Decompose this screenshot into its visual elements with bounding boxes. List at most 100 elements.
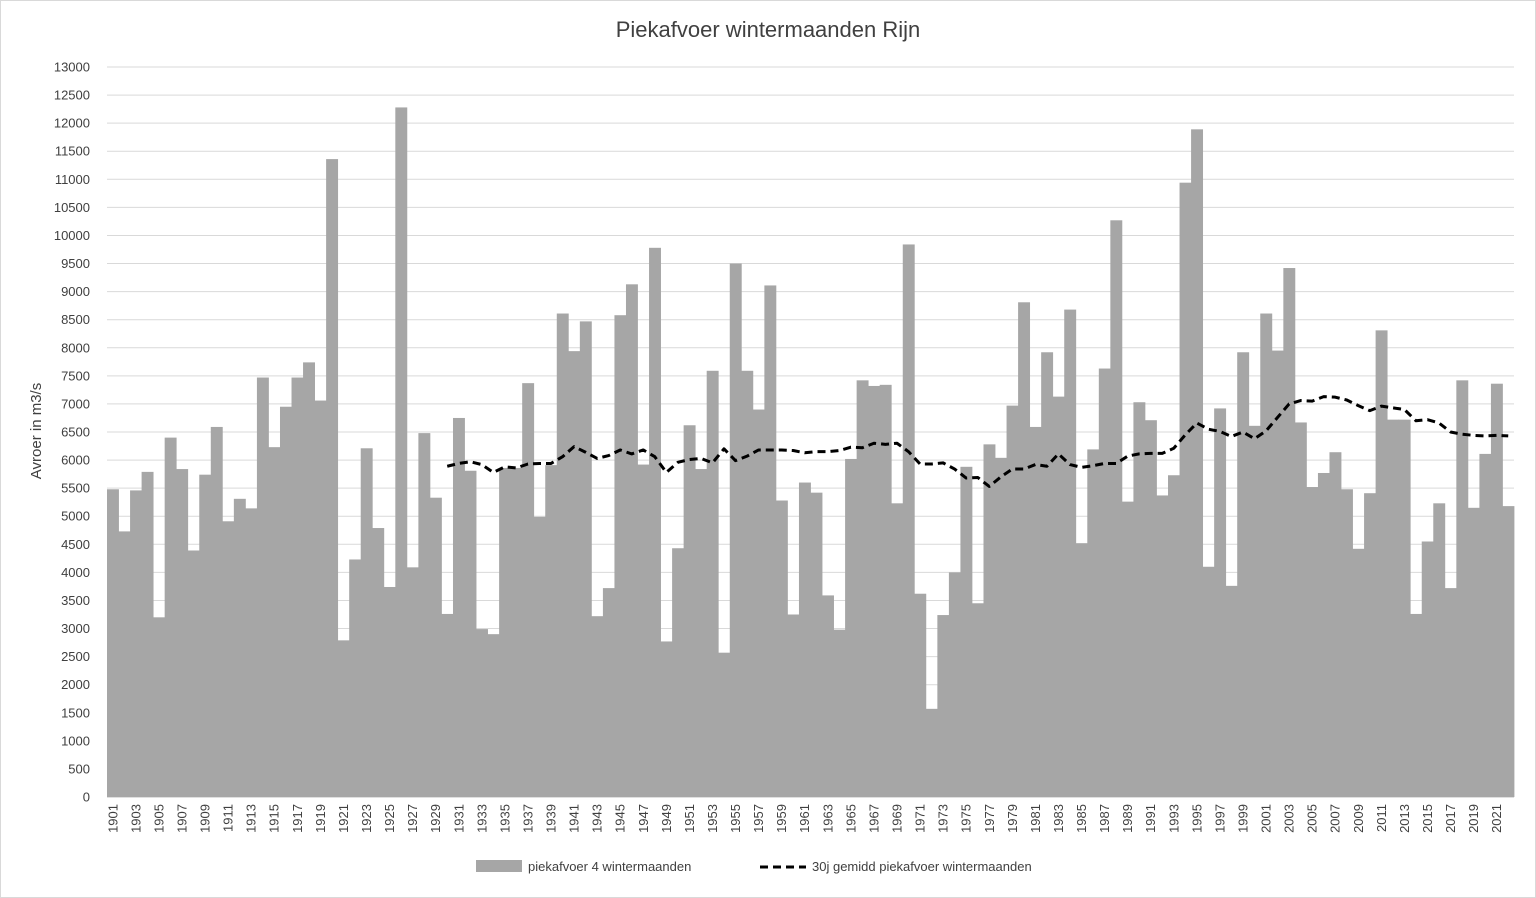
bar xyxy=(775,500,788,797)
x-tick-label: 1903 xyxy=(128,804,143,833)
x-tick-label: 1935 xyxy=(497,804,512,833)
bar xyxy=(1087,449,1100,797)
bar xyxy=(798,482,811,797)
bar xyxy=(1502,506,1515,797)
x-tick-label: 1995 xyxy=(1189,804,1204,833)
x-tick-label: 1993 xyxy=(1166,804,1181,833)
bar xyxy=(545,465,558,797)
x-tick-label: 2007 xyxy=(1328,804,1343,833)
bar xyxy=(948,572,961,797)
y-tick-label: 4500 xyxy=(61,537,90,552)
x-tick-label: 1905 xyxy=(151,804,166,833)
x-tick-label: 1999 xyxy=(1235,804,1250,833)
y-tick-label: 3500 xyxy=(61,593,90,608)
bar xyxy=(1237,352,1250,797)
bar xyxy=(1179,182,1192,797)
bar xyxy=(1490,383,1503,797)
x-tick-label: 1975 xyxy=(959,804,974,833)
x-tick-label: 2009 xyxy=(1351,804,1366,833)
bar xyxy=(279,406,292,797)
y-tick-label: 1000 xyxy=(61,733,90,748)
bar xyxy=(314,400,327,797)
bar xyxy=(187,550,200,797)
bar xyxy=(107,489,119,797)
bar xyxy=(1018,302,1031,797)
bar xyxy=(787,614,800,797)
bar xyxy=(1444,588,1457,797)
y-tick-label: 11000 xyxy=(55,172,90,187)
bar xyxy=(1121,501,1134,797)
bar xyxy=(1098,368,1111,797)
y-tick-label: 3000 xyxy=(61,621,90,636)
bar xyxy=(1271,350,1284,797)
bar xyxy=(971,603,984,797)
x-tick-label: 1963 xyxy=(820,804,835,833)
x-tick-label: 1907 xyxy=(174,804,189,833)
x-tick-label: 1917 xyxy=(290,804,305,833)
bar xyxy=(452,417,465,797)
bar xyxy=(706,370,719,797)
bar xyxy=(822,595,834,797)
x-tick-label: 1943 xyxy=(590,804,605,833)
x-tick-label: 1987 xyxy=(1097,804,1112,833)
x-tick-label: 1981 xyxy=(1028,804,1043,833)
x-tick-label: 2005 xyxy=(1305,804,1320,833)
y-tick-label: 8000 xyxy=(61,340,90,355)
bar xyxy=(1433,503,1446,797)
y-axis-ticks: 0 500 1000 1500 2000 2500 3000 3500 4000 4500 5000… xyxy=(54,60,90,805)
y-tick-label: 10000 xyxy=(54,228,90,243)
bar xyxy=(1352,548,1365,797)
y-tick-label: 0 xyxy=(83,790,90,805)
x-tick-label: 1955 xyxy=(728,804,743,833)
bar xyxy=(649,247,661,798)
bar xyxy=(1456,380,1469,797)
bar xyxy=(245,508,258,797)
y-tick-label: 4000 xyxy=(61,565,90,580)
bar xyxy=(1144,420,1157,797)
x-tick-label: 1969 xyxy=(890,804,905,833)
bar xyxy=(176,469,189,797)
x-tick-label: 2011 xyxy=(1374,804,1389,832)
bar xyxy=(1421,541,1434,797)
bar xyxy=(1375,330,1388,797)
bar xyxy=(418,433,431,797)
x-tick-label: 1901 xyxy=(105,804,120,833)
bar xyxy=(891,503,904,797)
bar xyxy=(1341,489,1353,797)
x-tick-label: 2003 xyxy=(1282,804,1297,833)
bar xyxy=(464,470,477,797)
bar xyxy=(718,652,731,797)
legend: piekafvoer 4 wintermaanden 30j gemidd pi… xyxy=(476,859,1032,874)
x-tick-label: 1979 xyxy=(1005,804,1020,833)
x-tick-label: 1985 xyxy=(1074,804,1089,833)
bar xyxy=(729,263,742,797)
x-tick-label: 1965 xyxy=(843,804,858,833)
y-tick-label: 13000 xyxy=(54,60,90,75)
bar xyxy=(1248,425,1261,797)
bar xyxy=(856,380,869,797)
x-tick-label: 1927 xyxy=(405,804,420,833)
bar xyxy=(487,634,500,797)
bar xyxy=(983,444,996,797)
bar xyxy=(199,474,212,797)
legend-label-bars: piekafvoer 4 wintermaanden xyxy=(528,859,691,874)
x-tick-label: 1939 xyxy=(544,804,559,833)
y-tick-label: 9000 xyxy=(61,284,90,299)
y-axis-title: Avroer in m3/s xyxy=(28,383,45,479)
x-tick-label: 1933 xyxy=(474,804,489,833)
x-tick-label: 1973 xyxy=(936,804,951,833)
legend-label-line: 30j gemidd piekafvoer wintermaanden xyxy=(812,859,1032,874)
bar xyxy=(1041,352,1054,797)
bar xyxy=(303,362,315,797)
x-tick-label: 1941 xyxy=(567,804,582,833)
bar xyxy=(118,531,131,797)
x-tick-label: 1967 xyxy=(866,804,881,833)
bar xyxy=(130,490,142,797)
bar xyxy=(1398,419,1411,797)
bar xyxy=(568,351,581,797)
x-tick-label: 1913 xyxy=(244,804,259,833)
bar xyxy=(1156,495,1169,797)
bar xyxy=(210,426,223,797)
bar xyxy=(1029,426,1042,797)
